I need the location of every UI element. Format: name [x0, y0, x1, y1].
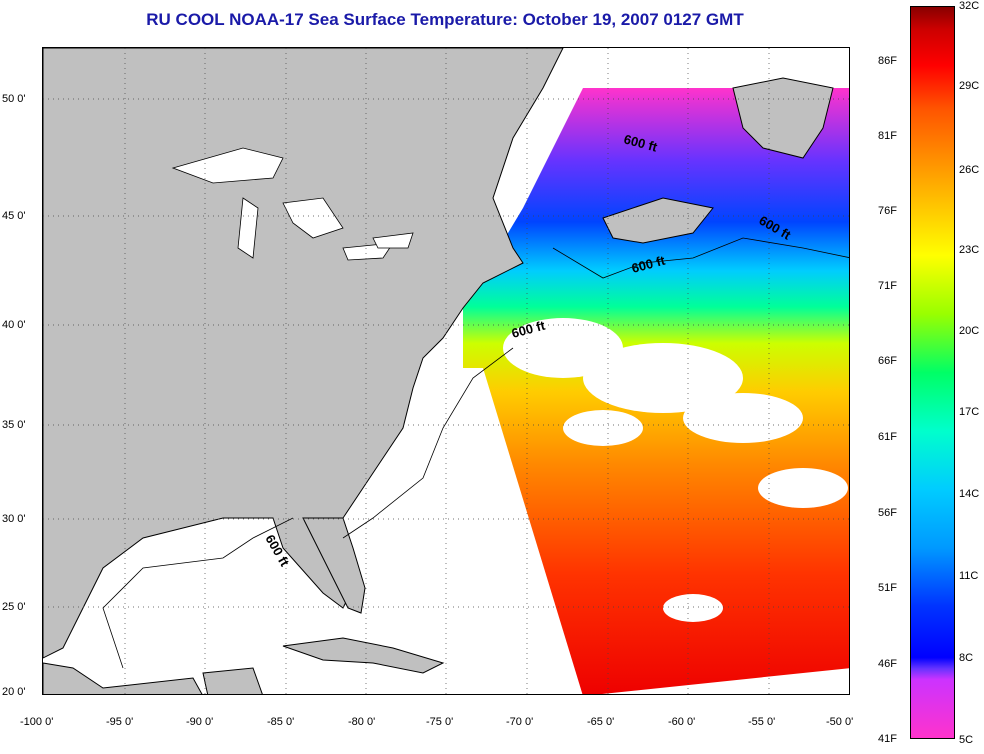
cloud-cover [503, 318, 848, 622]
cb-c-8: 8C [959, 652, 974, 664]
lat-label-40: 40 0' [2, 319, 26, 331]
cb-c-29: 29C [959, 80, 980, 92]
lat-label-45: 45 0' [2, 210, 26, 222]
lon-label-60: -60 0' [668, 716, 696, 728]
lat-label-20: 20 0' [2, 686, 26, 698]
lat-label-25: 25 0' [2, 601, 26, 613]
cb-c-32: 32C [959, 0, 980, 12]
lat-label-30: 30 0' [2, 513, 26, 525]
north-america-land [43, 48, 564, 659]
lon-label-80: -80 0' [348, 716, 376, 728]
lon-label-75: -75 0' [426, 716, 454, 728]
cb-f-71: 71F [878, 280, 897, 292]
lon-label-65: -65 0' [587, 716, 615, 728]
mexico-land [43, 662, 203, 694]
nova-scotia-land [602, 197, 714, 244]
yucatan-land [202, 667, 263, 694]
cb-f-81: 81F [878, 130, 897, 142]
great-lakes [171, 147, 414, 261]
cb-f-46: 46F [878, 658, 897, 670]
cb-f-51: 51F [878, 582, 897, 594]
cb-c-14: 14C [959, 488, 980, 500]
cb-f-41: 41F [878, 733, 897, 745]
cb-c-17: 17C [959, 406, 980, 418]
cb-f-66: 66F [878, 355, 897, 367]
florida-land [302, 517, 366, 614]
cb-c-26: 26C [959, 164, 980, 176]
graticule [43, 48, 849, 694]
lon-label-100: -100 0' [20, 716, 54, 728]
lon-label-50: -50 0' [826, 716, 854, 728]
map-title: RU COOL NOAA-17 Sea Surface Temperature:… [146, 10, 744, 29]
lon-label-90: -90 0' [186, 716, 214, 728]
cb-c-5: 5C [959, 734, 974, 746]
isobath-600ft [102, 237, 849, 669]
lon-label-55: -55 0' [748, 716, 776, 728]
no-data-region [343, 368, 583, 694]
cb-c-23: 23C [959, 244, 980, 256]
cb-c-20: 20C [959, 325, 980, 337]
cb-f-56: 56F [878, 507, 897, 519]
sst-map: 600 ft 600 ft 600 ft 600 ft 600 ft [42, 47, 850, 695]
cb-c-11: 11C [959, 570, 979, 582]
cb-f-86: 86F [878, 55, 897, 67]
lon-label-85: -85 0' [267, 716, 295, 728]
lat-label-50: 50 0' [2, 93, 26, 105]
lon-label-95: -95 0' [106, 716, 134, 728]
lon-label-70: -70 0' [506, 716, 534, 728]
newfoundland-land [732, 77, 834, 159]
cb-f-76: 76F [878, 205, 897, 217]
cuba-land [282, 637, 445, 674]
map-graphic: 600 ft 600 ft 600 ft 600 ft 600 ft [43, 48, 849, 694]
temperature-colorbar [910, 6, 955, 739]
lat-label-35: 35 0' [2, 419, 26, 431]
cb-f-61: 61F [878, 431, 897, 443]
